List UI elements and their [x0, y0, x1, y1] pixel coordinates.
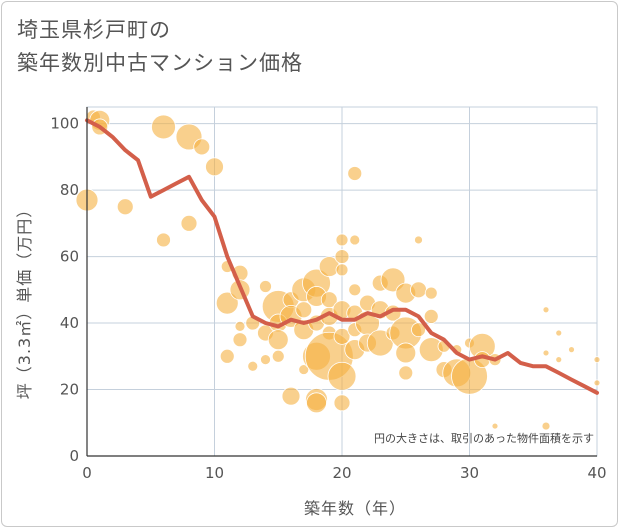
bubble-point: [542, 306, 550, 314]
bubble-point: [542, 349, 550, 357]
bubble-point: [267, 329, 289, 351]
bubble-point: [298, 364, 310, 375]
bubble-point: [333, 394, 351, 412]
axes: [86, 107, 597, 457]
x-tick-label: 30: [460, 464, 479, 482]
y-tick-label: 40: [60, 314, 79, 332]
trend-line-group: [85, 118, 599, 395]
y-tick-label: 60: [60, 248, 79, 266]
tick-labels: 0 10 20 30 40 0 20 40 60 80 100: [50, 115, 606, 482]
bubble-point: [410, 281, 427, 299]
bubble-point: [219, 348, 235, 364]
bubble-point: [247, 360, 259, 372]
bubble-point: [333, 327, 351, 345]
bubble-point: [215, 291, 239, 315]
bubble-point: [335, 263, 349, 277]
x-tick-label: 20: [332, 464, 351, 482]
bubble-point: [491, 422, 499, 430]
x-axis-title: 築年数（年）: [304, 499, 406, 518]
bubble-point: [395, 342, 417, 364]
bubble-point: [116, 198, 134, 216]
chart-title: 埼玉県杉戸町の 築年数別中古マンション価格: [17, 14, 303, 80]
bubble-point: [398, 365, 414, 381]
bubble-point: [555, 329, 563, 337]
bubble-point: [232, 332, 248, 348]
x-tick-label: 40: [587, 464, 606, 482]
bubble-point: [281, 386, 301, 406]
bubble-point: [541, 421, 551, 431]
x-tick-label: 10: [205, 464, 224, 482]
bubble-point: [260, 354, 271, 366]
bubble-point: [205, 157, 224, 177]
chart-title-line-1: 埼玉県杉戸町の: [17, 18, 171, 42]
bubble-point: [411, 322, 426, 338]
bubble-size-note: 円の大きさは、取引のあった物件面積を示す: [374, 431, 594, 445]
bubble-point: [568, 346, 575, 354]
bubble-point: [335, 233, 349, 247]
bubbles: [75, 109, 601, 431]
bubble-point: [271, 349, 285, 363]
bubble-point: [593, 379, 601, 387]
bubble-point: [349, 234, 361, 246]
bubble-point: [306, 392, 327, 414]
bubble-point: [151, 114, 176, 140]
bubble-point: [295, 301, 313, 319]
bubble-point: [193, 138, 211, 156]
bubble-point: [555, 356, 563, 364]
y-tick-label: 100: [50, 115, 79, 133]
bubble-point: [327, 361, 357, 391]
bubble-point: [334, 249, 350, 264]
y-axis-title: 坪（3.3㎡）単価（万円）: [15, 201, 34, 399]
bubble-point: [414, 235, 423, 245]
chart-title-line-2: 築年数別中古マンション価格: [17, 51, 303, 75]
x-tick-label: 0: [82, 464, 92, 482]
bubble-point: [234, 320, 246, 332]
bubble-point: [348, 283, 362, 297]
trend-line: [85, 118, 599, 395]
bubble-point: [180, 214, 198, 232]
bubble-point: [423, 308, 439, 324]
bubble-point: [259, 280, 272, 293]
bubble-point: [424, 286, 438, 300]
y-tick-label: 20: [60, 381, 79, 399]
y-tick-label: 0: [69, 447, 79, 465]
bubble-point: [156, 232, 171, 248]
bubble-point: [347, 166, 363, 181]
y-tick-label: 80: [60, 181, 79, 199]
bubble-point: [593, 356, 601, 364]
